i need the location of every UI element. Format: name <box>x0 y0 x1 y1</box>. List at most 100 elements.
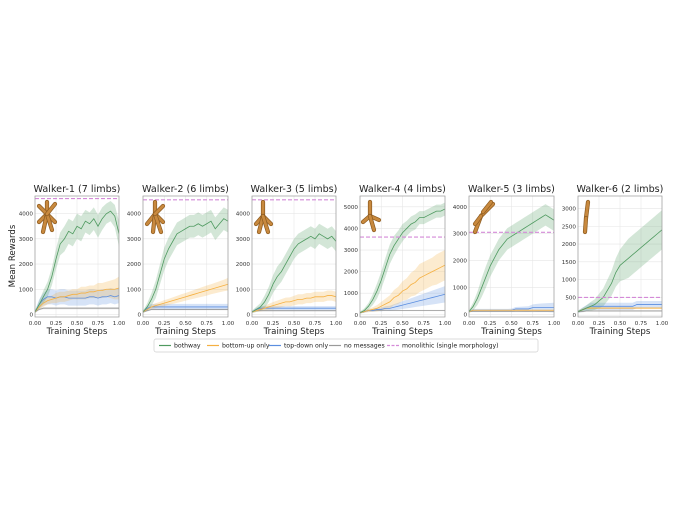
x-tick-label: 1.00 <box>113 321 126 327</box>
y-tick-label: 0 <box>354 313 358 319</box>
bottom_up-confidence-band <box>252 290 336 313</box>
panel-3: 0.00 0.25 0.50 0.75 1.00 0 1000 2000 3000 4000 Wal… <box>236 184 343 337</box>
legend-label: bottom-up only <box>222 343 270 350</box>
x-tick-label: 0.50 <box>505 321 518 327</box>
bottom_up-confidence-band <box>360 250 445 314</box>
y-tick-label: 3000 <box>127 237 142 243</box>
panel-title: Walker-3 (5 limbs) <box>251 184 338 195</box>
x-tick-label: 0.50 <box>179 321 192 327</box>
x-tick-label: 1.00 <box>330 321 343 327</box>
x-tick-label: 0.50 <box>288 321 301 327</box>
y-tick-label: 1000 <box>19 287 34 293</box>
x-tick-label: 1.00 <box>222 321 235 327</box>
bothway-confidence-band <box>252 223 336 314</box>
series-group <box>578 210 662 313</box>
none-series-line <box>143 309 228 313</box>
none-series-line <box>252 310 336 313</box>
panel-title: Walker-6 (2 limbs) <box>577 184 664 195</box>
y-tick-label: 1500 <box>562 260 577 266</box>
bothway-series-line <box>35 210 119 313</box>
x-axis-label: Training Steps <box>371 327 433 337</box>
bothway-series-line <box>360 208 445 314</box>
y-tick-label: 0 <box>572 313 576 319</box>
walker-3-limbs-morphology-icon <box>472 199 496 235</box>
y-tick-label: 4000 <box>236 212 251 218</box>
y-tick-label: 2000 <box>562 242 577 248</box>
y-tick-label: 0 <box>246 312 250 318</box>
walker-2-limbs-morphology-icon <box>582 199 591 235</box>
y-tick-label: 2000 <box>453 259 468 265</box>
y-tick-label: 2500 <box>562 224 577 230</box>
bottom_up-series-line <box>578 307 662 313</box>
y-tick-label: 500 <box>565 295 576 301</box>
y-tick-label: 3000 <box>19 237 34 243</box>
walker-6-limbs-morphology-icon <box>144 199 166 235</box>
bottom_up-series-line <box>143 283 228 313</box>
legend-item-mono: monolithic (single morphology) <box>387 343 499 350</box>
x-tick-label: 1.00 <box>548 321 561 327</box>
x-tick-label: 0.75 <box>527 321 540 327</box>
panel-5: 0.00 0.25 0.50 0.75 1.00 0 1000 2000 3000 4000 Wal… <box>453 184 561 337</box>
y-tick-label: 2000 <box>19 262 34 268</box>
panel-title: Walker-5 (3 limbs) <box>468 184 555 195</box>
y-tick-label: 4000 <box>19 212 34 218</box>
plot-frame <box>577 195 663 318</box>
x-tick-label: 0.75 <box>201 321 214 327</box>
bottom_up-confidence-band <box>143 277 228 313</box>
top_down-series-line <box>35 295 119 313</box>
series-group <box>252 199 336 314</box>
bothway-confidence-band <box>469 204 554 313</box>
x-tick-label: 0.00 <box>354 321 367 327</box>
bothway-confidence-band <box>35 201 119 314</box>
x-tick-label: 0.75 <box>309 321 322 327</box>
bothway-confidence-band <box>578 210 662 313</box>
plot-frame <box>468 195 555 318</box>
y-tick-label: 5000 <box>344 205 359 211</box>
y-tick-label: 1000 <box>453 285 468 291</box>
none-series-line <box>578 310 662 313</box>
x-tick-label: 0.00 <box>246 321 259 327</box>
y-tick-label: 3000 <box>453 232 468 238</box>
x-tick-label: 0.25 <box>50 321 63 327</box>
top_down-series-line <box>252 307 336 313</box>
x-tick-label: 0.00 <box>29 321 42 327</box>
top_down-series-line <box>143 306 228 313</box>
x-tick-label: 0.25 <box>593 321 606 327</box>
x-tick-label: 0.25 <box>158 321 171 327</box>
y-axis-label: Mean Rewards <box>8 224 18 287</box>
x-axis-label: Training Steps <box>46 327 108 337</box>
x-tick-label: 0.75 <box>92 321 105 327</box>
legend-item-top_down: top-down only <box>269 343 328 350</box>
legend-frame <box>153 338 539 353</box>
walker-7-limbs-morphology-icon <box>36 199 58 235</box>
x-tick-label: 0.00 <box>572 321 585 327</box>
plot-frame <box>34 195 120 318</box>
legend-label: top-down only <box>284 343 328 350</box>
x-tick-label: 0.50 <box>396 321 409 327</box>
y-tick-label: 4000 <box>127 212 142 218</box>
legend-item-bothway: bothway <box>159 343 201 350</box>
series-group <box>469 204 554 313</box>
bottom_up-series-line <box>35 287 119 313</box>
legend-item-none: no messages <box>329 343 385 350</box>
panel-6: 0.00 0.25 0.50 0.75 1.00 0 500 1000 1500 2000 2500… <box>562 184 669 337</box>
bothway-confidence-band <box>360 202 445 314</box>
legend-label: monolithic (single morphology) <box>402 343 499 350</box>
y-tick-label: 0 <box>29 312 33 318</box>
bothway-series-line <box>252 233 336 313</box>
legend-label: no messages <box>344 343 385 350</box>
x-tick-label: 0.00 <box>137 321 150 327</box>
legend-label: bothway <box>174 343 201 350</box>
panel-title: Walker-4 (4 limbs) <box>359 184 446 195</box>
panel-2: 0.00 0.25 0.50 0.75 1.00 0 1000 2000 3000 4000 Wal… <box>127 184 235 337</box>
plot-frame <box>359 195 446 318</box>
y-tick-label: 1000 <box>127 287 142 293</box>
y-tick-label: 3000 <box>344 248 359 254</box>
bottom_up-series-line <box>252 295 336 313</box>
bothway-confidence-band <box>143 207 228 314</box>
plot-frame <box>251 195 337 318</box>
chart-panels: 0.00 0.25 0.50 0.75 1.00 0 1000 2000 3000 4000 Wal… <box>19 184 669 337</box>
x-axis-label: Training Steps <box>263 327 325 337</box>
y-tick-label: 3000 <box>236 237 251 243</box>
